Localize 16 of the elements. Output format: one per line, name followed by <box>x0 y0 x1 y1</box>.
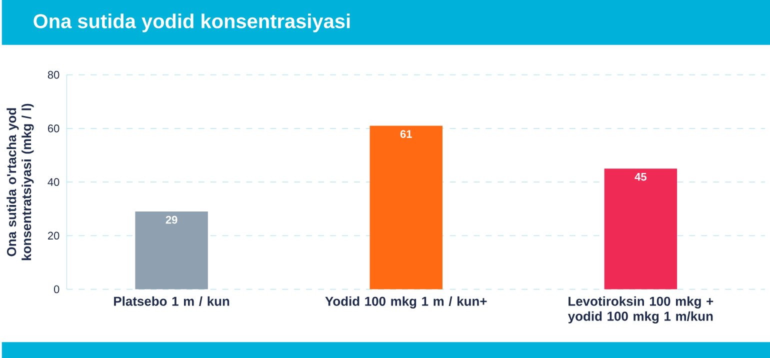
data-label: 45 <box>634 172 646 181</box>
y-axis-title: Ona sutida o'rtacha yod konsentratsiyasi (mkg / l) <box>6 104 34 260</box>
y-tick-label: 60 <box>48 124 60 132</box>
y-tick-label: 40 <box>48 178 60 186</box>
y-tick-label: 0 <box>54 285 60 294</box>
y-tick-label: 80 <box>48 70 60 79</box>
bar <box>135 211 208 290</box>
x-tick-label: Levotiroksin 100 mkg + yodid 100 mkg 1 m/kun <box>568 296 714 324</box>
bar <box>370 126 442 290</box>
x-tick-label: Yodid 100 mkg 1 m / kun+ <box>325 296 487 308</box>
data-label: 61 <box>400 130 412 138</box>
y-tick-label: 20 <box>48 232 60 240</box>
data-label: 29 <box>166 216 178 224</box>
chart-title: Ona sutida yodid konsentrasiyasi <box>34 14 350 32</box>
bar <box>604 168 678 290</box>
x-tick-label: Platsebo 1 m / kun <box>114 296 230 306</box>
